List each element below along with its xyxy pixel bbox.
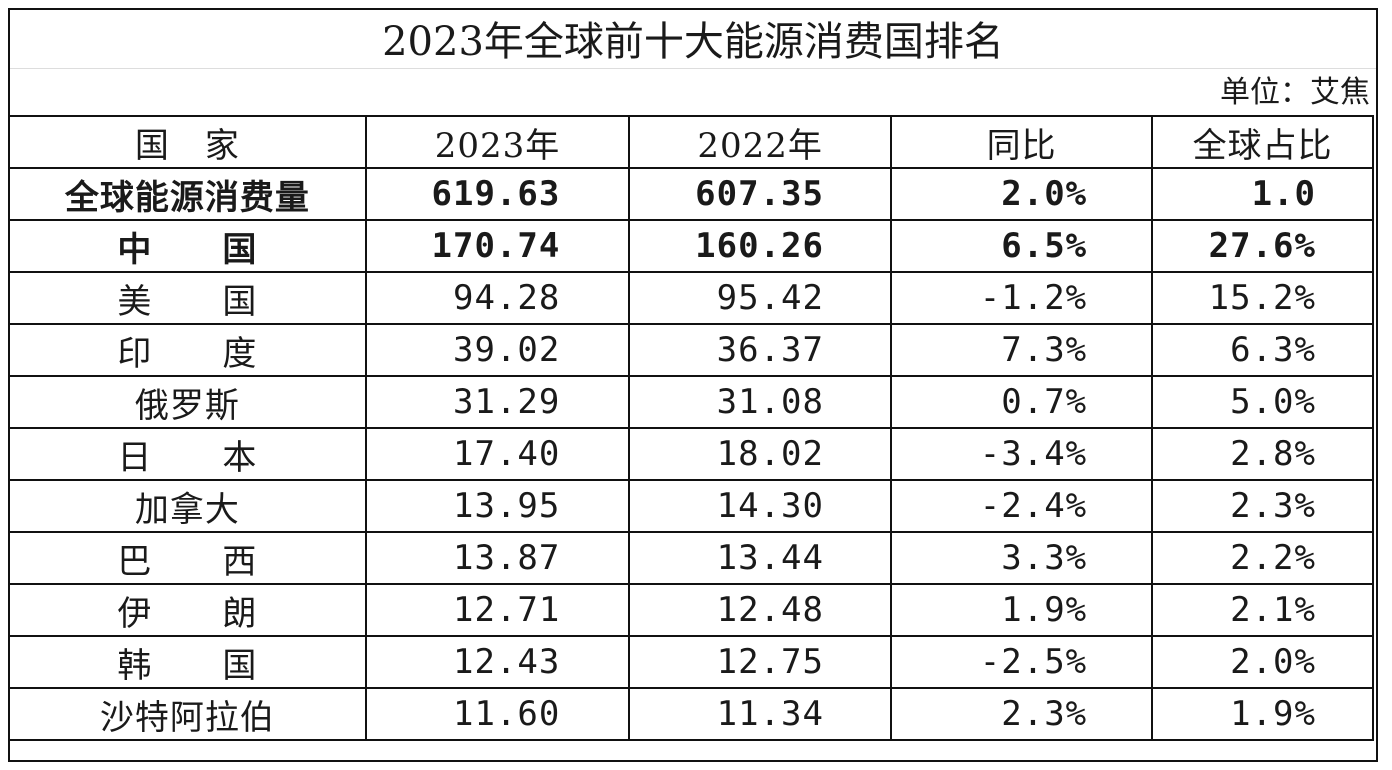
country-cell: 加拿大 xyxy=(8,479,367,533)
value-cell: 13.87 xyxy=(364,531,631,585)
value-cell: 95.42 xyxy=(628,271,892,325)
value-cell: 3.3% xyxy=(889,531,1154,585)
value-cell: 11.60 xyxy=(364,687,631,741)
value-cell: 2.0% xyxy=(889,167,1154,221)
value-cell: 2.3% xyxy=(889,687,1154,741)
country-cell: 印 度 xyxy=(8,323,367,377)
value-cell: 27.6% xyxy=(1151,219,1374,273)
value-cell: 607.35 xyxy=(628,167,892,221)
table-row: 伊 朗 12.71 12.48 1.9% 2.1% xyxy=(8,583,1374,637)
country-cell: 日 本 xyxy=(8,427,367,481)
energy-table: 国 家 2023年 2022年 同比 全球占比 全球能源消费量 619.63 607.35 2.… xyxy=(8,115,1374,741)
value-cell: 2.2% xyxy=(1151,531,1374,585)
value-cell: 12.43 xyxy=(364,635,631,689)
value-cell: 12.48 xyxy=(628,583,892,637)
value-cell: 31.08 xyxy=(628,375,892,429)
value-cell: -2.5% xyxy=(889,635,1154,689)
country-cell: 沙特阿拉伯 xyxy=(8,687,367,741)
value-cell: 6.3% xyxy=(1151,323,1374,377)
value-cell: 160.26 xyxy=(628,219,892,273)
table-row: 全球能源消费量 619.63 607.35 2.0% 1.0 xyxy=(8,167,1374,221)
value-cell: 2.1% xyxy=(1151,583,1374,637)
column-header: 2022年 xyxy=(628,115,892,169)
value-cell: 12.75 xyxy=(628,635,892,689)
value-cell: 619.63 xyxy=(364,167,631,221)
country-cell: 美 国 xyxy=(8,271,367,325)
value-cell: 2.8% xyxy=(1151,427,1374,481)
value-cell: 170.74 xyxy=(364,219,631,273)
value-cell: 15.2% xyxy=(1151,271,1374,325)
column-header: 全球占比 xyxy=(1151,115,1374,169)
column-header: 国 家 xyxy=(8,115,367,169)
table-title: 2023年全球前十大能源消费国排名 xyxy=(10,10,1376,69)
value-cell: -1.2% xyxy=(889,271,1154,325)
value-cell: 14.30 xyxy=(628,479,892,533)
table-frame: 2023年全球前十大能源消费国排名 单位：艾焦 国 家 2023年 2022年 同比全… xyxy=(8,8,1378,762)
country-cell: 韩 国 xyxy=(8,635,367,689)
column-header: 同比 xyxy=(889,115,1154,169)
country-cell: 伊 朗 xyxy=(8,583,367,637)
value-cell: 18.02 xyxy=(628,427,892,481)
table-row: 印 度 39.02 36.37 7.3% 6.3% xyxy=(8,323,1374,377)
value-cell: 1.9% xyxy=(1151,687,1374,741)
value-cell: 31.29 xyxy=(364,375,631,429)
value-cell: 36.37 xyxy=(628,323,892,377)
unit-label: 单位：艾焦 xyxy=(1220,75,1370,110)
value-cell: 39.02 xyxy=(364,323,631,377)
value-cell: 6.5% xyxy=(889,219,1154,273)
table-row: 加拿大 13.95 14.30 -2.4% 2.3% xyxy=(8,479,1374,533)
value-cell: 2.3% xyxy=(1151,479,1374,533)
value-cell: 7.3% xyxy=(889,323,1154,377)
table-row: 中 国 170.74 160.26 6.5% 27.6% xyxy=(8,219,1374,273)
column-header: 2023年 xyxy=(364,115,631,169)
value-cell: 12.71 xyxy=(364,583,631,637)
country-cell: 巴 西 xyxy=(8,531,367,585)
value-cell: -3.4% xyxy=(889,427,1154,481)
value-cell: 2.0% xyxy=(1151,635,1374,689)
value-cell: 1.9% xyxy=(889,583,1154,637)
value-cell: -2.4% xyxy=(889,479,1154,533)
value-cell: 1.0 xyxy=(1151,167,1374,221)
value-cell: 17.40 xyxy=(364,427,631,481)
value-cell: 94.28 xyxy=(364,271,631,325)
value-cell: 5.0% xyxy=(1151,375,1374,429)
value-cell: 13.44 xyxy=(628,531,892,585)
table-row: 韩 国 12.43 12.75 -2.5% 2.0% xyxy=(8,635,1374,689)
table-row: 沙特阿拉伯 11.60 11.34 2.3% 1.9% xyxy=(8,687,1374,741)
country-cell: 俄罗斯 xyxy=(8,375,367,429)
country-cell: 全球能源消费量 xyxy=(8,167,367,221)
country-cell: 中 国 xyxy=(8,219,367,273)
table-row: 巴 西 13.87 13.44 3.3% 2.2% xyxy=(8,531,1374,585)
table-row: 美 国 94.28 95.42 -1.2% 15.2% xyxy=(8,271,1374,325)
table-row: 俄罗斯 31.29 31.08 0.7% 5.0% xyxy=(8,375,1374,429)
value-cell: 13.95 xyxy=(364,479,631,533)
value-cell: 11.34 xyxy=(628,687,892,741)
header-row: 国 家 2023年 2022年 同比 全球占比 xyxy=(8,115,1374,169)
table-row: 日 本 17.40 18.02 -3.4% 2.8% xyxy=(8,427,1374,481)
value-cell: 0.7% xyxy=(889,375,1154,429)
